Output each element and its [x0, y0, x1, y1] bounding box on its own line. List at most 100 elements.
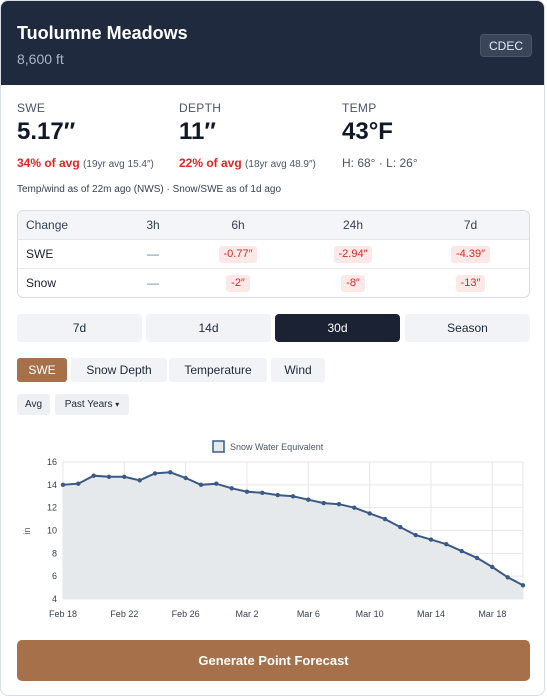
data-point — [306, 497, 311, 502]
change-table: Change 3h 6h 24h 7d SWE — -0.77″ -2.94″ … — [17, 210, 530, 298]
past-years-label: Past Years — [64, 399, 113, 410]
data-point — [520, 583, 526, 588]
change-table-header: Change 3h 6h 24h 7d — [18, 211, 529, 240]
x-tick-label: Feb 18 — [49, 609, 77, 619]
data-point — [137, 478, 142, 483]
past-years-dropdown[interactable]: Past Years ▾ — [55, 394, 129, 415]
y-tick-labels: 4 6 8 10 12 14 16 — [47, 457, 57, 604]
x-tick-label: Mar 18 — [478, 609, 506, 619]
data-point — [428, 537, 434, 542]
data-point — [260, 490, 265, 495]
snow-change-7d: -13″ — [455, 275, 486, 293]
snow-change-24h: -8″ — [341, 275, 365, 293]
station-header: Tuolumne Meadows 8,600 ft CDEC — [1, 1, 544, 85]
variable-tab-swe[interactable]: SWE — [17, 358, 67, 382]
swe-change-24h: -2.94″ — [333, 246, 373, 264]
data-point — [229, 486, 234, 491]
data-point — [168, 470, 173, 475]
depth-pct: 22% of avg — [179, 156, 242, 170]
swe-chart: Snow Water Equivalent in 4 6 8 10 12 14 16 Feb… — [17, 435, 531, 625]
data-point — [275, 492, 280, 498]
generate-point-forecast-button[interactable]: Generate Point Forecast — [17, 640, 530, 681]
swe-change-24h-cell: -2.94″ — [288, 240, 418, 269]
temp-label: TEMP — [342, 101, 377, 115]
data-point — [474, 555, 480, 561]
swe-change-3h: — — [147, 247, 159, 261]
snow-change-7d-cell: -13″ — [418, 269, 523, 297]
variable-tab-snow-depth[interactable]: Snow Depth — [71, 358, 167, 382]
swe-metric: SWE 5.17″ 34% of avg (19yr avg 15.4″) — [17, 101, 154, 170]
y-tick-label: 4 — [52, 594, 57, 604]
swe-change-7d: -4.39″ — [451, 246, 490, 264]
range-tab-30d[interactable]: 30d — [275, 314, 400, 342]
depth-metric: DEPTH 11″ 22% of avg (18yr avg 48.9″) — [179, 101, 316, 170]
depth-label: DEPTH — [179, 101, 222, 115]
table-row: SWE — -0.77″ -2.94″ -4.39″ — [18, 240, 529, 269]
data-point — [382, 516, 388, 522]
chart-legend[interactable]: Snow Water Equivalent — [212, 440, 324, 453]
y-tick-label: 16 — [47, 457, 57, 467]
data-point — [198, 482, 204, 487]
variable-tab-temperature[interactable]: Temperature — [169, 358, 267, 382]
y-tick-label: 14 — [47, 480, 57, 490]
avg-toggle-button[interactable]: Avg — [17, 394, 50, 415]
data-point — [106, 474, 112, 479]
data-point — [505, 575, 510, 580]
x-tick-label: Mar 2 — [235, 609, 258, 619]
x-tick-label: Mar 6 — [297, 609, 320, 619]
y-tick-label: 6 — [52, 571, 57, 581]
x-tick-labels: Feb 18 Feb 22 Feb 26 Mar 2 Mar 6 Mar 10 Mar 14… — [49, 609, 506, 619]
swe-points — [60, 470, 526, 588]
swe-change-6h: -0.77″ — [218, 246, 258, 264]
snow-change-24h-cell: -8″ — [288, 269, 418, 297]
time-range-tabs: 7d 14d 30d Season — [17, 314, 530, 342]
data-freshness-note: Temp/wind as of 22m ago (NWS) · Snow/SWE… — [17, 184, 281, 195]
data-point — [244, 489, 250, 494]
data-point — [336, 502, 342, 507]
swe-area-fill — [63, 472, 523, 599]
legend-swatch — [212, 440, 225, 453]
temp-hilo: H: 68° · L: 26° — [342, 156, 418, 170]
data-point — [214, 481, 219, 486]
temp-hilo-row: H: 68° · L: 26° — [342, 156, 418, 170]
col-header-7d: 7d — [463, 218, 478, 232]
source-badge[interactable]: CDEC — [479, 34, 532, 57]
legend-label: Snow Water Equivalent — [230, 442, 324, 452]
snow-change-3h: — — [147, 276, 159, 290]
range-tab-season[interactable]: Season — [405, 314, 530, 342]
data-point — [321, 500, 326, 506]
swe-avg-note: (19yr avg 15.4″) — [83, 159, 154, 170]
col-header-6h: 6h — [231, 218, 245, 232]
y-tick-label: 10 — [47, 526, 57, 536]
temp-value: 43°F — [342, 118, 393, 145]
range-tab-7d[interactable]: 7d — [17, 314, 142, 342]
table-row: Snow — -2″ -8″ -13″ — [18, 269, 529, 297]
swe-label: SWE — [17, 101, 46, 115]
temp-metric: TEMP 43°F H: 68° · L: 26° — [342, 101, 418, 170]
data-point — [91, 473, 96, 478]
chevron-down-icon: ▾ — [115, 400, 120, 409]
swe-percent-of-average: 34% of avg (19yr avg 15.4″) — [17, 156, 154, 170]
swe-chart-svg: Snow Water Equivalent in 4 6 8 10 12 14 16 Feb… — [22, 440, 526, 619]
col-header-3h: 3h — [146, 218, 160, 232]
col-header-change: Change — [26, 218, 69, 232]
x-tick-label: Mar 10 — [356, 609, 384, 619]
data-point — [398, 524, 403, 530]
x-tick-label: Mar 14 — [417, 609, 445, 619]
variable-tab-wind[interactable]: Wind — [271, 358, 325, 382]
data-point — [352, 505, 357, 510]
data-point — [290, 494, 296, 499]
snow-change-6h: -2″ — [226, 275, 250, 293]
snow-change-6h-cell: -2″ — [188, 269, 288, 297]
data-point — [444, 542, 449, 547]
data-point — [413, 532, 418, 538]
x-tick-label: Feb 26 — [172, 609, 200, 619]
x-tick-label: Feb 22 — [110, 609, 138, 619]
station-elevation: 8,600 ft — [17, 51, 64, 67]
range-tab-14d[interactable]: 14d — [146, 314, 271, 342]
swe-change-6h-cell: -0.77″ — [188, 240, 288, 269]
depth-percent-of-average: 22% of avg (18yr avg 48.9″) — [179, 156, 316, 170]
col-header-24h: 24h — [342, 218, 364, 232]
data-point — [183, 475, 188, 481]
